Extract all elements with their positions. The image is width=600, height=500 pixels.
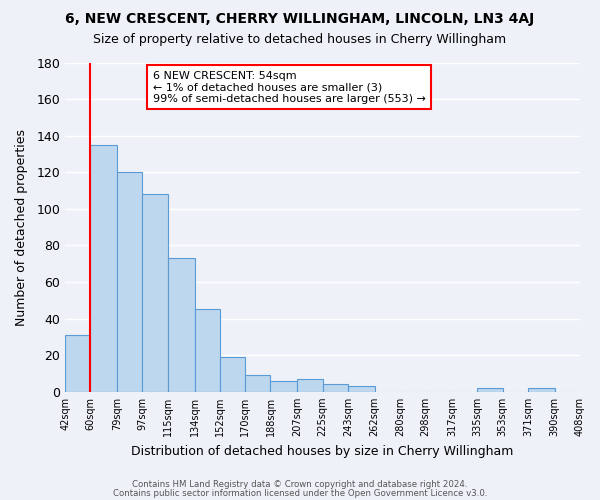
Bar [220,357,245,392]
Bar [297,379,323,392]
Bar [168,258,194,392]
Bar [117,172,142,392]
Bar [323,384,348,392]
Text: Size of property relative to detached houses in Cherry Willingham: Size of property relative to detached ho… [94,32,506,46]
Text: Contains public sector information licensed under the Open Government Licence v3: Contains public sector information licen… [113,488,487,498]
X-axis label: Distribution of detached houses by size in Cherry Willingham: Distribution of detached houses by size … [131,444,514,458]
Bar [245,376,271,392]
Text: Contains HM Land Registry data © Crown copyright and database right 2024.: Contains HM Land Registry data © Crown c… [132,480,468,489]
Bar [142,194,168,392]
Bar [271,381,297,392]
Bar [91,145,117,392]
Bar [194,310,220,392]
Bar [477,388,503,392]
Bar [65,335,91,392]
Bar [528,388,554,392]
Bar [348,386,374,392]
Y-axis label: Number of detached properties: Number of detached properties [15,128,28,326]
Text: 6, NEW CRESCENT, CHERRY WILLINGHAM, LINCOLN, LN3 4AJ: 6, NEW CRESCENT, CHERRY WILLINGHAM, LINC… [65,12,535,26]
Text: 6 NEW CRESCENT: 54sqm
← 1% of detached houses are smaller (3)
99% of semi-detach: 6 NEW CRESCENT: 54sqm ← 1% of detached h… [152,70,425,104]
